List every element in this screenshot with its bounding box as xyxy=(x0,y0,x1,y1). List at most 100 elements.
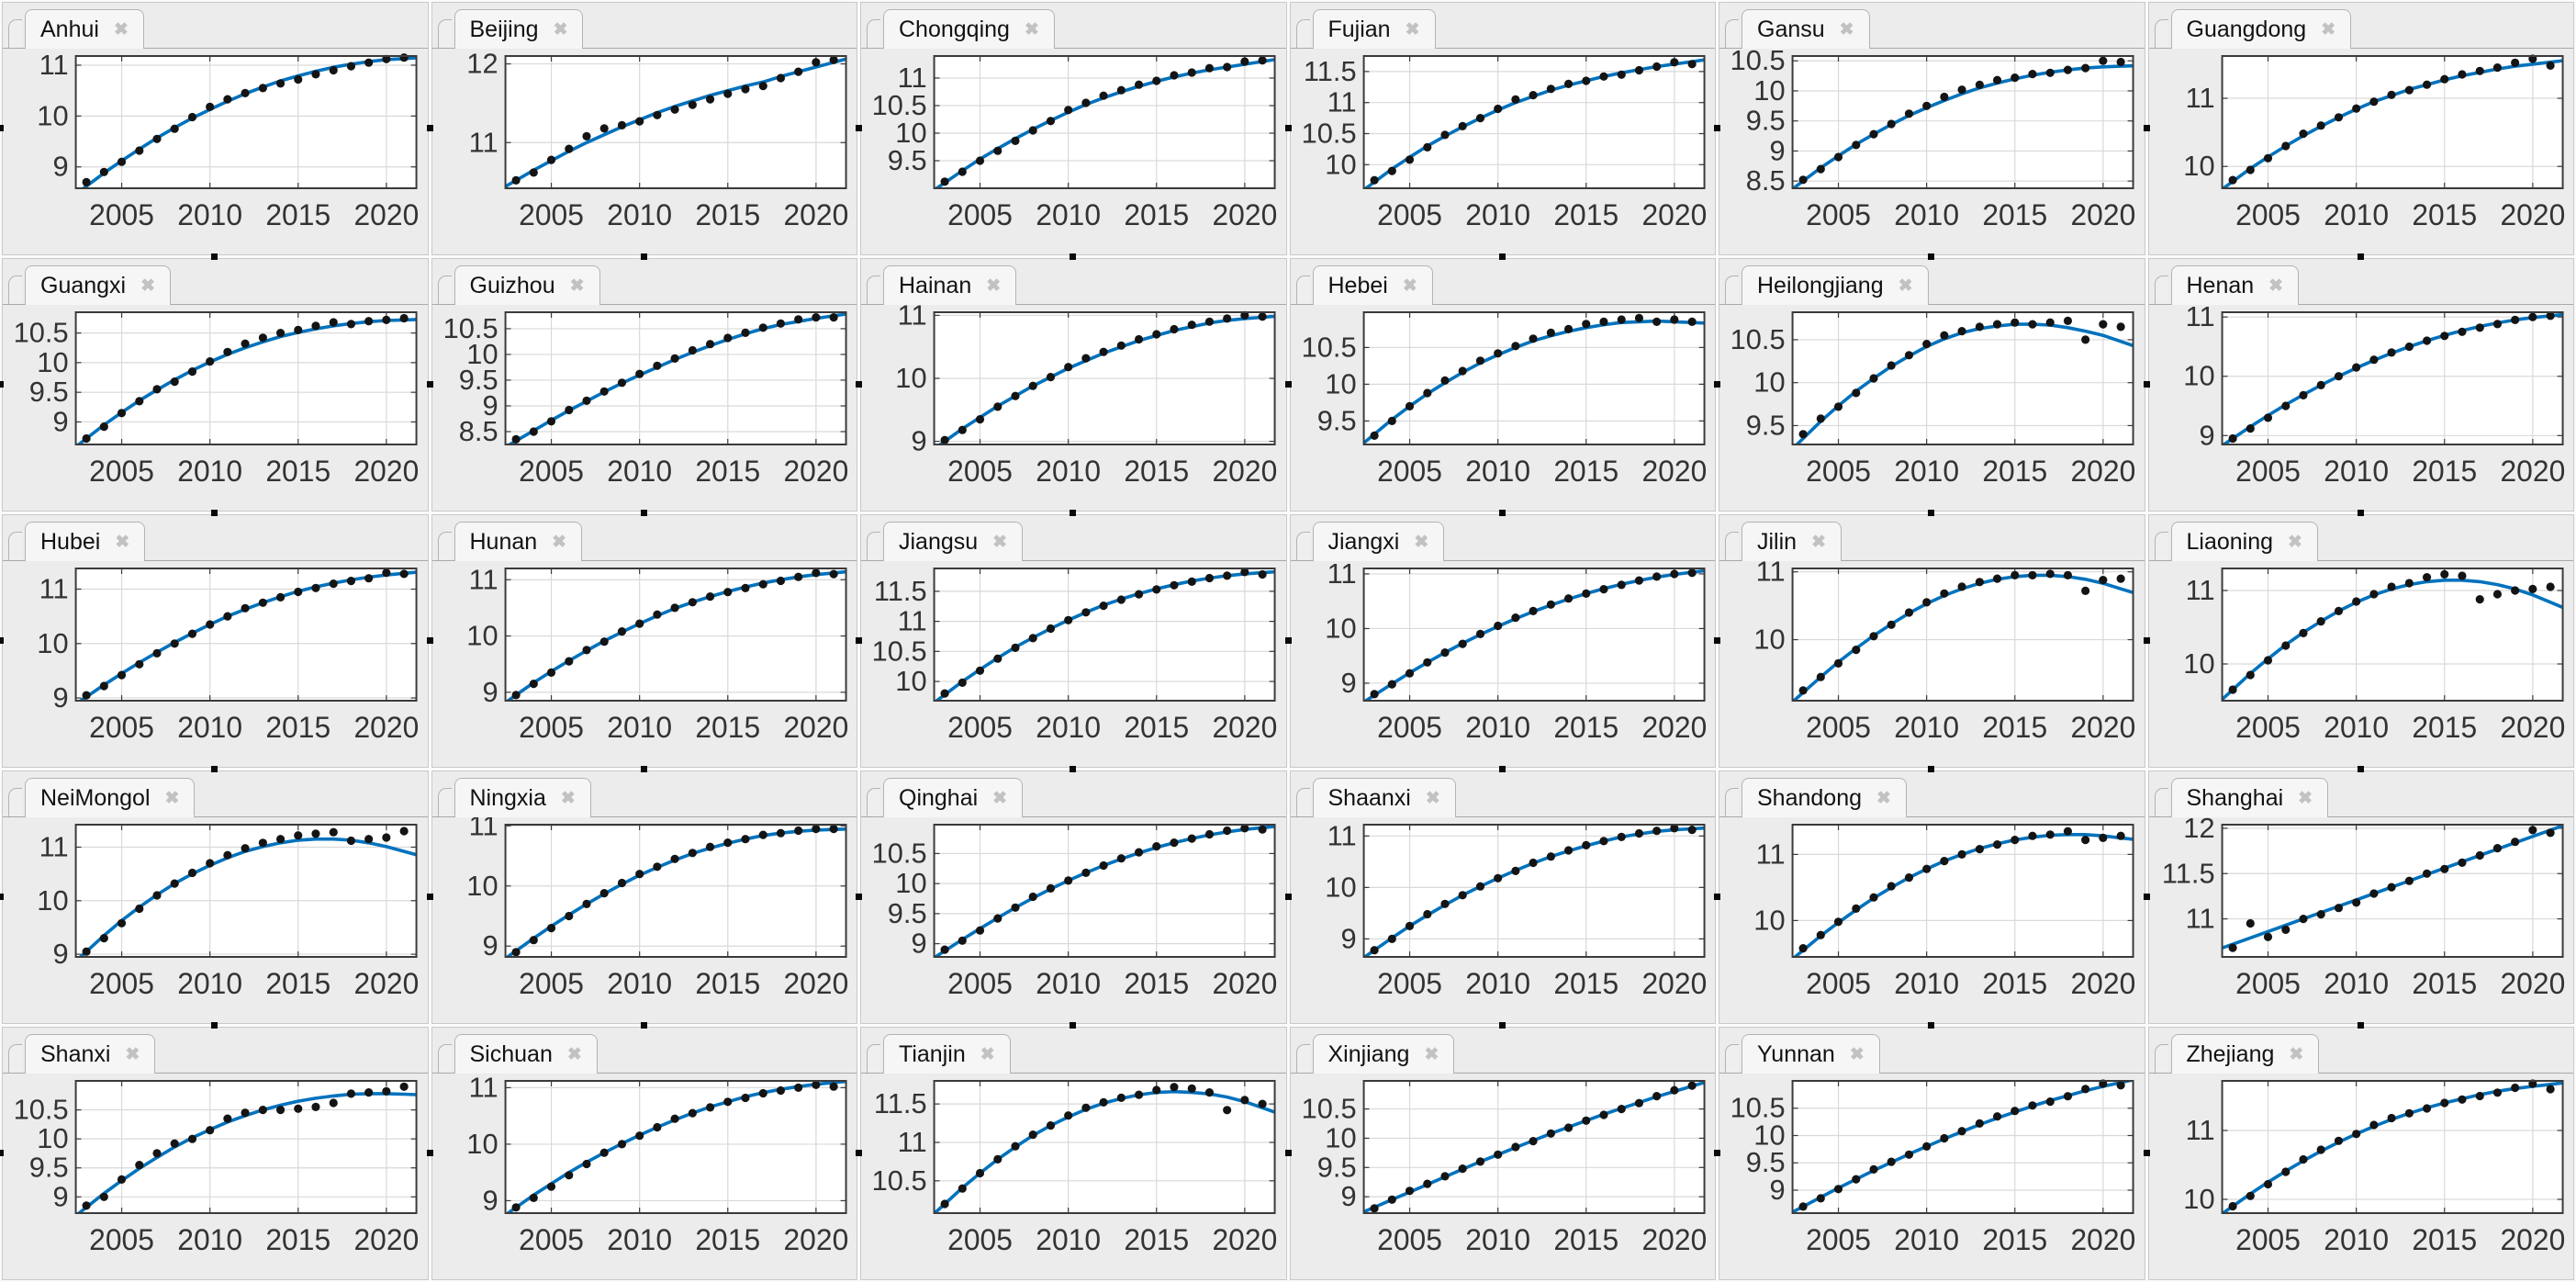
resize-handle-bottom[interactable] xyxy=(640,253,647,260)
close-tab-icon[interactable]: ✖ xyxy=(1811,532,1826,552)
resize-handle-right[interactable] xyxy=(856,125,862,131)
resize-handle-right[interactable] xyxy=(1284,125,1292,131)
province-tab[interactable]: Gansu ✖ xyxy=(1742,9,1870,49)
resize-handle-right[interactable] xyxy=(856,1150,862,1156)
close-tab-icon[interactable]: ✖ xyxy=(566,1044,582,1064)
province-tab[interactable]: Chongqing ✖ xyxy=(883,9,1055,49)
resize-handle-right[interactable] xyxy=(1714,894,1720,900)
close-tab-icon[interactable]: ✖ xyxy=(986,276,1002,296)
resize-handle-bottom[interactable] xyxy=(640,766,647,772)
province-tab[interactable]: Anhui ✖ xyxy=(25,9,144,49)
province-tab[interactable]: Liaoning ✖ xyxy=(2170,522,2318,561)
resize-handle-right[interactable] xyxy=(2143,637,2150,644)
resize-handle-right[interactable] xyxy=(1714,125,1720,131)
resize-handle-bottom[interactable] xyxy=(211,253,218,260)
resize-handle-right[interactable] xyxy=(1714,381,1720,388)
close-tab-icon[interactable]: ✖ xyxy=(980,1044,995,1064)
close-tab-icon[interactable]: ✖ xyxy=(553,19,568,39)
resize-handle-right[interactable] xyxy=(1284,637,1292,644)
resize-handle-bottom[interactable] xyxy=(211,510,218,516)
resize-handle-bottom[interactable] xyxy=(1070,1022,1077,1029)
close-tab-icon[interactable]: ✖ xyxy=(552,532,567,552)
resize-handle-bottom[interactable] xyxy=(1070,766,1077,772)
resize-handle-right[interactable] xyxy=(1284,381,1292,388)
province-tab[interactable]: Hubei ✖ xyxy=(25,522,146,561)
resize-handle-bottom[interactable] xyxy=(211,766,218,772)
resize-handle-bottom[interactable] xyxy=(1928,253,1935,260)
resize-handle-right[interactable] xyxy=(1284,894,1292,900)
resize-handle-right[interactable] xyxy=(2143,125,2150,131)
close-tab-icon[interactable]: ✖ xyxy=(1402,276,1417,296)
resize-handle-right[interactable] xyxy=(1714,637,1720,644)
province-tab[interactable]: Jiangxi ✖ xyxy=(1312,522,1445,561)
province-tab[interactable]: Jiangsu ✖ xyxy=(883,522,1024,561)
resize-handle-bottom[interactable] xyxy=(640,510,647,516)
province-tab[interactable]: Yunnan ✖ xyxy=(1742,1034,1880,1074)
resize-handle-left[interactable] xyxy=(0,637,4,644)
close-tab-icon[interactable]: ✖ xyxy=(2298,788,2313,808)
resize-handle-bottom[interactable] xyxy=(2357,1022,2364,1029)
close-tab-icon[interactable]: ✖ xyxy=(115,532,130,552)
resize-handle-bottom[interactable] xyxy=(1498,510,1506,516)
resize-handle-right[interactable] xyxy=(1714,1150,1720,1156)
province-tab[interactable]: Ningxia ✖ xyxy=(454,778,591,817)
resize-handle-left[interactable] xyxy=(0,894,4,900)
resize-handle-right[interactable] xyxy=(2143,894,2150,900)
close-tab-icon[interactable]: ✖ xyxy=(2321,19,2336,39)
resize-handle-bottom[interactable] xyxy=(1498,766,1506,772)
resize-handle-right[interactable] xyxy=(2143,381,2150,388)
resize-handle-bottom[interactable] xyxy=(1070,510,1077,516)
resize-handle-bottom[interactable] xyxy=(1928,510,1935,516)
close-tab-icon[interactable]: ✖ xyxy=(2268,276,2284,296)
province-tab[interactable]: Hunan ✖ xyxy=(454,522,583,561)
province-tab[interactable]: Shanxi ✖ xyxy=(25,1034,156,1074)
province-tab[interactable]: Beijing ✖ xyxy=(454,9,584,49)
province-tab[interactable]: Xinjiang ✖ xyxy=(1312,1034,1455,1074)
close-tab-icon[interactable]: ✖ xyxy=(2289,1044,2304,1064)
close-tab-icon[interactable]: ✖ xyxy=(1405,19,1420,39)
province-tab[interactable]: Hebei ✖ xyxy=(1312,265,1433,305)
close-tab-icon[interactable]: ✖ xyxy=(1414,532,1429,552)
resize-handle-left[interactable] xyxy=(0,1150,4,1156)
province-tab[interactable]: Fujian ✖ xyxy=(1312,9,1436,49)
resize-handle-bottom[interactable] xyxy=(1928,1022,1935,1029)
resize-handle-right[interactable] xyxy=(856,894,862,900)
close-tab-icon[interactable]: ✖ xyxy=(560,788,576,808)
resize-handle-bottom[interactable] xyxy=(1498,1022,1506,1029)
province-tab[interactable]: NeiMongol ✖ xyxy=(25,778,196,817)
resize-handle-bottom[interactable] xyxy=(2357,766,2364,772)
province-tab[interactable]: Guizhou ✖ xyxy=(454,265,600,305)
close-tab-icon[interactable]: ✖ xyxy=(992,788,1008,808)
close-tab-icon[interactable]: ✖ xyxy=(164,788,180,808)
close-tab-icon[interactable]: ✖ xyxy=(1898,276,1913,296)
resize-handle-right[interactable] xyxy=(1284,1150,1292,1156)
resize-handle-right[interactable] xyxy=(426,381,433,388)
resize-handle-bottom[interactable] xyxy=(640,1022,647,1029)
resize-handle-right[interactable] xyxy=(426,894,433,900)
province-tab[interactable]: Henan ✖ xyxy=(2170,265,2300,305)
resize-handle-left[interactable] xyxy=(0,381,4,388)
province-tab[interactable]: Qinghai ✖ xyxy=(883,778,1024,817)
province-tab[interactable]: Shaanxi ✖ xyxy=(1312,778,1456,817)
resize-handle-bottom[interactable] xyxy=(211,1022,218,1029)
resize-handle-bottom[interactable] xyxy=(1070,253,1077,260)
province-tab[interactable]: Zhejiang ✖ xyxy=(2170,1034,2320,1074)
close-tab-icon[interactable]: ✖ xyxy=(140,276,156,296)
close-tab-icon[interactable]: ✖ xyxy=(1849,1044,1865,1064)
close-tab-icon[interactable]: ✖ xyxy=(1839,19,1854,39)
close-tab-icon[interactable]: ✖ xyxy=(2288,532,2302,552)
province-tab[interactable]: Guangxi ✖ xyxy=(25,265,172,305)
resize-handle-right[interactable] xyxy=(426,125,433,131)
resize-handle-bottom[interactable] xyxy=(2357,253,2364,260)
resize-handle-bottom[interactable] xyxy=(1928,766,1935,772)
province-tab[interactable]: Jilin ✖ xyxy=(1742,522,1842,561)
province-tab[interactable]: Shanghai ✖ xyxy=(2170,778,2329,817)
province-tab[interactable]: Hainan ✖ xyxy=(883,265,1017,305)
close-tab-icon[interactable]: ✖ xyxy=(1024,19,1039,39)
province-tab[interactable]: Shandong ✖ xyxy=(1742,778,1907,817)
province-tab[interactable]: Guangdong ✖ xyxy=(2170,9,2352,49)
resize-handle-bottom[interactable] xyxy=(1498,253,1506,260)
close-tab-icon[interactable]: ✖ xyxy=(1424,1044,1439,1064)
resize-handle-right[interactable] xyxy=(856,381,862,388)
province-tab[interactable]: Sichuan ✖ xyxy=(454,1034,598,1074)
